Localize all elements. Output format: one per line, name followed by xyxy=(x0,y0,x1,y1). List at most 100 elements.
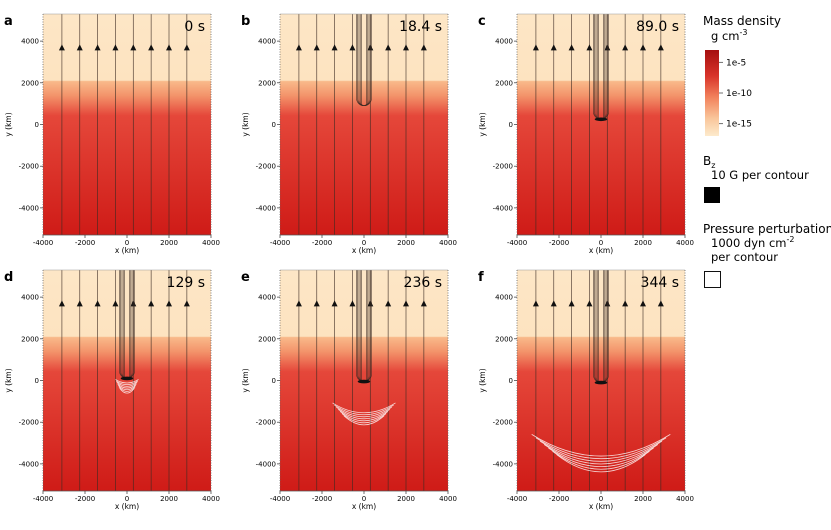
panel-letter: f xyxy=(478,270,484,285)
colorbar-tick-label: 1e-10 xyxy=(726,89,752,99)
density-legend-title: Mass density xyxy=(703,14,781,28)
flux-tube xyxy=(593,270,609,385)
pressure-contour xyxy=(115,380,139,386)
colorbar xyxy=(705,50,719,136)
field-arrow xyxy=(58,44,65,51)
time-label: 0 s xyxy=(184,19,205,35)
field-arrow xyxy=(349,44,356,51)
colorbar-tick-label: 1e-5 xyxy=(726,58,746,68)
y-tick-label: 0 xyxy=(509,121,513,129)
time-label: 129 s xyxy=(167,275,205,291)
x-tick-label: 0 xyxy=(125,495,129,503)
y-tick-label: -2000 xyxy=(493,163,513,171)
pressure-contour xyxy=(116,382,138,387)
field-arrow xyxy=(349,300,356,307)
y-tick-label: 4000 xyxy=(21,38,39,46)
x-tick-label: 4000 xyxy=(439,239,457,247)
x-tick-label: 2000 xyxy=(160,495,178,503)
y-tick-label: 0 xyxy=(35,121,39,129)
x-tick-label: 0 xyxy=(362,495,366,503)
field-arrow xyxy=(420,44,427,51)
x-tick-label: -2000 xyxy=(312,495,332,503)
bz-contour-cap xyxy=(594,117,608,122)
x-axis-label: x (km) xyxy=(352,502,376,511)
x-tick-label: -2000 xyxy=(549,239,569,247)
pressure-contour xyxy=(341,413,387,424)
bz-legend-desc: 10 G per contour xyxy=(711,168,809,182)
x-tick-label: -4000 xyxy=(33,239,53,247)
field-arrow xyxy=(183,300,190,307)
x-axis-label: x (km) xyxy=(589,502,613,511)
field-arrow xyxy=(331,300,338,307)
time-label: 89.0 s xyxy=(636,19,679,35)
field-arrow xyxy=(586,44,593,51)
y-tick-label: -2000 xyxy=(19,419,39,427)
pressure-contour xyxy=(117,383,137,389)
field-arrow xyxy=(640,44,646,51)
pressure-swatch xyxy=(704,271,721,288)
flux-tube xyxy=(356,14,372,107)
x-tick-label: 4000 xyxy=(202,495,220,503)
field-arrow xyxy=(112,300,119,307)
field-arrow xyxy=(532,44,539,51)
y-tick-label: 4000 xyxy=(258,38,276,46)
y-tick-label: 4000 xyxy=(495,38,513,46)
density-map xyxy=(517,270,685,491)
pressure-contours xyxy=(531,434,671,473)
bz-swatch xyxy=(704,187,720,203)
y-tick-label: -4000 xyxy=(256,460,276,468)
y-axis-label: y (km) xyxy=(241,368,250,392)
y-tick-label: -2000 xyxy=(19,163,39,171)
y-tick-label: 2000 xyxy=(495,79,513,87)
panel-letter: e xyxy=(241,270,250,285)
y-tick-label: 0 xyxy=(35,377,39,385)
bz-contour xyxy=(356,14,372,106)
x-tick-label: 2000 xyxy=(397,495,415,503)
time-label: 344 s xyxy=(641,275,679,291)
field-arrow xyxy=(94,300,101,307)
field-arrow xyxy=(622,300,629,307)
y-axis-label: y (km) xyxy=(4,112,13,136)
field-arrow xyxy=(313,44,320,51)
y-axis-label: y (km) xyxy=(478,112,487,136)
field-arrow xyxy=(166,44,172,51)
field-arrow xyxy=(76,44,83,51)
colorbar-ticks: 1e-5 1e-10 1e-15 xyxy=(719,58,752,130)
field-arrow xyxy=(295,44,302,51)
x-tick-label: 0 xyxy=(599,495,603,503)
field-arrow xyxy=(532,300,539,307)
x-tick-label: -4000 xyxy=(270,239,290,247)
bz-contour-cap xyxy=(120,376,134,381)
field-arrow xyxy=(166,300,172,307)
pressure-contour xyxy=(539,440,663,462)
density-map xyxy=(43,270,211,491)
field-arrow xyxy=(385,300,392,307)
x-axis-label: x (km) xyxy=(115,246,139,255)
field-arrow xyxy=(385,44,392,51)
time-label: 18.4 s xyxy=(399,19,442,35)
x-tick-label: 0 xyxy=(599,239,603,247)
pressure-legend-title: Pressure perturbation xyxy=(703,222,831,236)
x-tick-label: -2000 xyxy=(549,495,569,503)
y-tick-label: 2000 xyxy=(258,79,276,87)
x-tick-label: -4000 xyxy=(507,239,527,247)
pressure-contour xyxy=(531,434,671,457)
panel-b: -4000 -2000 0 2000 4000 x (km) 4000 2000 0 -2000 -… xyxy=(241,13,457,255)
pressure-contours xyxy=(332,402,396,426)
y-tick-label: -4000 xyxy=(19,460,39,468)
flux-tube xyxy=(356,270,372,384)
y-tick-label: -4000 xyxy=(19,204,39,212)
field-arrow xyxy=(148,44,155,51)
pressure-contour xyxy=(118,386,136,392)
field-arrow xyxy=(331,44,338,51)
pressure-contour xyxy=(336,406,392,418)
pressure-contour xyxy=(334,404,394,416)
y-tick-label: 0 xyxy=(272,121,276,129)
legend: Mass density g cm-3 1e-5 1e-10 1e-15 Bz 10… xyxy=(703,14,831,288)
field-arrow xyxy=(657,300,664,307)
field-arrow xyxy=(94,44,101,51)
field-arrow xyxy=(568,300,575,307)
y-tick-label: 0 xyxy=(272,377,276,385)
panel-f: -4000 -2000 0 2000 4000 x (km) 4000 2000 0 -2000 -… xyxy=(478,269,694,511)
